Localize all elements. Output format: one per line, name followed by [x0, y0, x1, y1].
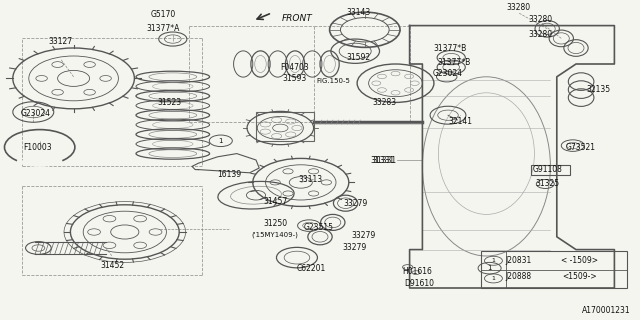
- Text: F10003: F10003: [23, 143, 51, 152]
- Text: 16139: 16139: [218, 170, 242, 179]
- Text: 33283: 33283: [372, 98, 396, 107]
- Text: G23515: G23515: [304, 223, 333, 232]
- Text: 31593: 31593: [282, 74, 307, 83]
- Text: C62201: C62201: [297, 264, 326, 273]
- Text: G73521: G73521: [566, 143, 596, 152]
- Text: FIG.150-5: FIG.150-5: [317, 78, 351, 84]
- Text: 33113: 33113: [298, 175, 323, 184]
- Text: < -1509>: < -1509>: [561, 256, 598, 265]
- Text: 1: 1: [492, 276, 495, 281]
- Text: 33279: 33279: [351, 231, 376, 240]
- Text: G23024: G23024: [20, 109, 50, 118]
- Text: <1509->: <1509->: [562, 272, 596, 281]
- Text: 31523: 31523: [157, 98, 182, 107]
- Text: 1: 1: [487, 265, 492, 271]
- Text: H01616: H01616: [403, 268, 432, 276]
- Text: 33279: 33279: [343, 199, 367, 208]
- Text: 1: 1: [218, 138, 223, 144]
- Text: 32135: 32135: [586, 85, 611, 94]
- Text: FRONT: FRONT: [282, 14, 312, 23]
- Text: 33280: 33280: [529, 15, 553, 24]
- Text: 33280: 33280: [506, 3, 531, 12]
- Text: 32141: 32141: [449, 117, 473, 126]
- Text: 33280: 33280: [529, 30, 553, 39]
- Text: 31377*A: 31377*A: [147, 24, 180, 33]
- Text: G5170: G5170: [150, 10, 176, 19]
- Text: 31457: 31457: [263, 197, 287, 206]
- Text: ('15MY1409-): ('15MY1409-): [252, 232, 299, 238]
- Text: 33143: 33143: [346, 8, 371, 17]
- Text: 1: 1: [492, 258, 495, 263]
- Text: 31377*B: 31377*B: [438, 58, 471, 67]
- Text: 31250: 31250: [263, 220, 287, 228]
- Text: 31377*B: 31377*B: [433, 44, 467, 53]
- Text: 31325: 31325: [535, 179, 559, 188]
- Text: 31331: 31331: [372, 156, 397, 164]
- Text: 31331: 31331: [371, 156, 395, 164]
- Bar: [481, 251, 627, 288]
- Text: D91610: D91610: [404, 279, 434, 288]
- Text: J20831: J20831: [505, 256, 532, 265]
- Text: A170001231: A170001231: [582, 306, 630, 315]
- Text: 33279: 33279: [342, 243, 367, 252]
- Text: 33127: 33127: [49, 37, 73, 46]
- Bar: [531, 165, 570, 175]
- Text: J20888: J20888: [506, 272, 531, 281]
- Text: 31452: 31452: [100, 261, 124, 270]
- Text: G23024: G23024: [433, 69, 463, 78]
- Text: 31592: 31592: [346, 53, 371, 62]
- Text: F04703: F04703: [280, 63, 308, 72]
- Bar: [256, 112, 314, 141]
- Text: G91108: G91108: [532, 165, 562, 174]
